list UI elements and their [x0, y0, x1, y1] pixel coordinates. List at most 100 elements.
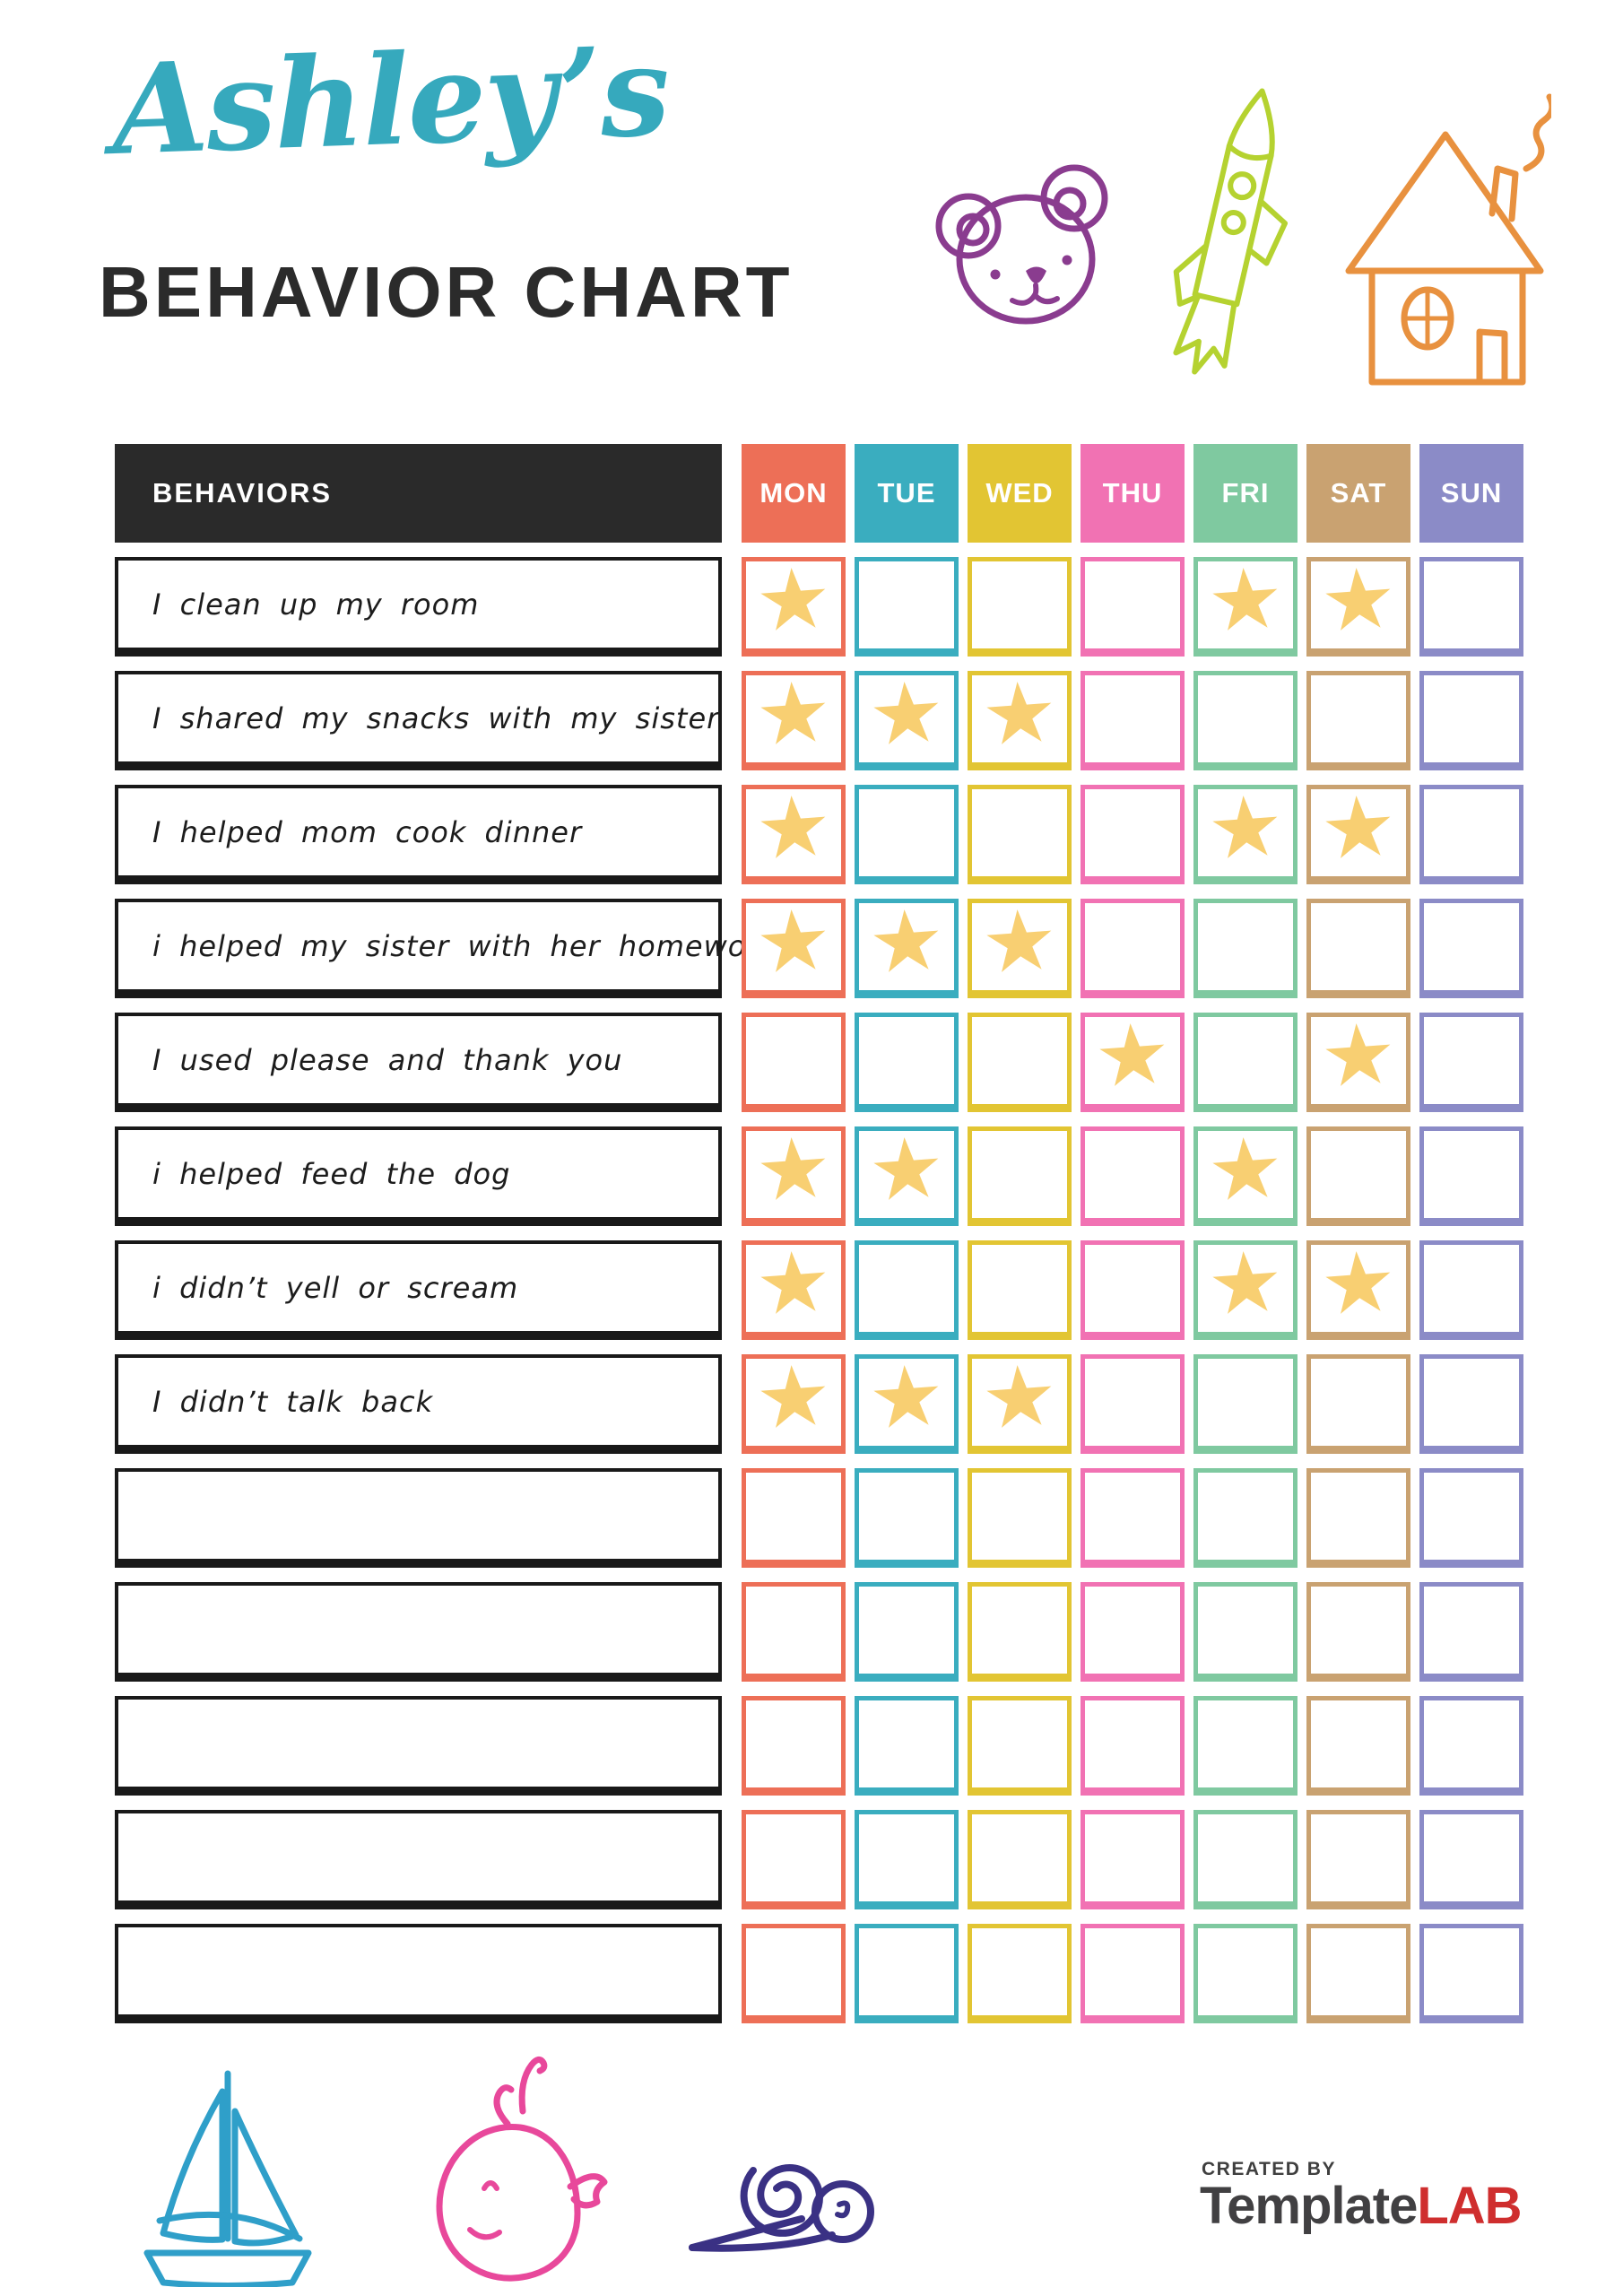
cell-sun-row-9[interactable] [1419, 1468, 1523, 1568]
cell-sun-row-8[interactable] [1419, 1354, 1523, 1454]
behavior-label-row-11[interactable] [115, 1696, 722, 1796]
cell-sun-row-5[interactable] [1419, 1013, 1523, 1112]
cell-tue-row-8[interactable]: ★ [855, 1346, 959, 1454]
cell-fri-row-4[interactable] [1193, 899, 1298, 998]
behavior-label-row-9[interactable] [115, 1468, 722, 1568]
cell-wed-row-4[interactable]: ★ [968, 891, 1072, 998]
cell-tue-row-6[interactable]: ★ [855, 1118, 959, 1226]
cell-thu-row-1[interactable] [1081, 557, 1185, 657]
templatelab-logo[interactable]: CREATED BY TemplateLAB [1200, 2160, 1523, 2232]
cell-mon-row-3[interactable]: ★ [742, 777, 846, 884]
cell-sun-row-7[interactable] [1419, 1240, 1523, 1340]
cell-tue-row-1[interactable] [855, 557, 959, 657]
cell-sat-row-7[interactable]: ★ [1306, 1232, 1410, 1340]
cell-tue-row-3[interactable] [855, 785, 959, 884]
behavior-label-row-12[interactable] [115, 1810, 722, 1909]
cell-fri-row-2[interactable] [1193, 671, 1298, 770]
cell-sat-row-8[interactable] [1306, 1354, 1410, 1454]
cell-mon-row-6[interactable]: ★ [742, 1118, 846, 1226]
cell-thu-row-6[interactable] [1081, 1126, 1185, 1226]
cell-thu-row-10[interactable] [1081, 1582, 1185, 1682]
cell-thu-row-5[interactable]: ★ [1081, 1004, 1185, 1112]
cell-fri-row-5[interactable] [1193, 1013, 1298, 1112]
cell-wed-row-2[interactable]: ★ [968, 663, 1072, 770]
cell-tue-row-11[interactable] [855, 1696, 959, 1796]
cell-fri-row-10[interactable] [1193, 1582, 1298, 1682]
cell-sun-row-13[interactable] [1419, 1924, 1523, 2023]
cell-thu-row-11[interactable] [1081, 1696, 1185, 1796]
cell-thu-row-9[interactable] [1081, 1468, 1185, 1568]
cell-sun-row-4[interactable] [1419, 899, 1523, 998]
cell-sat-row-5[interactable]: ★ [1306, 1004, 1410, 1112]
cell-fri-row-6[interactable]: ★ [1193, 1118, 1298, 1226]
cell-tue-row-10[interactable] [855, 1582, 959, 1682]
cell-fri-row-11[interactable] [1193, 1696, 1298, 1796]
cell-sat-row-11[interactable] [1306, 1696, 1410, 1796]
cell-wed-row-5[interactable] [968, 1013, 1072, 1112]
cell-mon-row-9[interactable] [742, 1468, 846, 1568]
cell-fri-row-3[interactable]: ★ [1193, 777, 1298, 884]
cell-mon-row-12[interactable] [742, 1810, 846, 1909]
cell-tue-row-2[interactable]: ★ [855, 663, 959, 770]
cell-thu-row-12[interactable] [1081, 1810, 1185, 1909]
cell-mon-row-2[interactable]: ★ [742, 663, 846, 770]
cell-wed-row-13[interactable] [968, 1924, 1072, 2023]
cell-wed-row-6[interactable] [968, 1126, 1072, 1226]
cell-wed-row-1[interactable] [968, 557, 1072, 657]
cell-fri-row-12[interactable] [1193, 1810, 1298, 1909]
cell-fri-row-8[interactable] [1193, 1354, 1298, 1454]
cell-fri-row-7[interactable]: ★ [1193, 1232, 1298, 1340]
day-header-sun: SUN [1419, 444, 1523, 543]
cell-tue-row-9[interactable] [855, 1468, 959, 1568]
cell-wed-row-8[interactable]: ★ [968, 1346, 1072, 1454]
cell-wed-row-3[interactable] [968, 785, 1072, 884]
cell-sun-row-11[interactable] [1419, 1696, 1523, 1796]
cell-sun-row-2[interactable] [1419, 671, 1523, 770]
cell-fri-row-9[interactable] [1193, 1468, 1298, 1568]
cell-thu-row-3[interactable] [1081, 785, 1185, 884]
cell-mon-row-7[interactable]: ★ [742, 1232, 846, 1340]
cell-sat-row-13[interactable] [1306, 1924, 1410, 2023]
cell-thu-row-2[interactable] [1081, 671, 1185, 770]
cell-tue-row-13[interactable] [855, 1924, 959, 2023]
cell-mon-row-5[interactable] [742, 1013, 846, 1112]
cell-thu-row-4[interactable] [1081, 899, 1185, 998]
cell-thu-row-8[interactable] [1081, 1354, 1185, 1454]
cell-wed-row-7[interactable] [968, 1240, 1072, 1340]
cell-sun-row-3[interactable] [1419, 785, 1523, 884]
cell-sun-row-6[interactable] [1419, 1126, 1523, 1226]
cell-sun-row-12[interactable] [1419, 1810, 1523, 1909]
behavior-label-row-13[interactable] [115, 1924, 722, 2023]
cell-sat-row-1[interactable]: ★ [1306, 549, 1410, 657]
cell-wed-row-9[interactable] [968, 1468, 1072, 1568]
cell-fri-row-13[interactable] [1193, 1924, 1298, 2023]
cell-thu-row-13[interactable] [1081, 1924, 1185, 2023]
cell-tue-row-7[interactable] [855, 1240, 959, 1340]
behavior-text: I helped mom cook dinner [152, 814, 583, 849]
cell-sat-row-12[interactable] [1306, 1810, 1410, 1909]
cell-mon-row-11[interactable] [742, 1696, 846, 1796]
cell-sat-row-10[interactable] [1306, 1582, 1410, 1682]
cell-thu-row-7[interactable] [1081, 1240, 1185, 1340]
cell-tue-row-12[interactable] [855, 1810, 959, 1909]
cell-fri-row-1[interactable]: ★ [1193, 549, 1298, 657]
cell-sat-row-9[interactable] [1306, 1468, 1410, 1568]
cell-mon-row-1[interactable]: ★ [742, 549, 846, 657]
cell-wed-row-10[interactable] [968, 1582, 1072, 1682]
cell-mon-row-10[interactable] [742, 1582, 846, 1682]
behavior-label-row-10[interactable] [115, 1582, 722, 1682]
cell-sat-row-3[interactable]: ★ [1306, 777, 1410, 884]
cell-mon-row-13[interactable] [742, 1924, 846, 2023]
cell-tue-row-5[interactable] [855, 1013, 959, 1112]
cell-wed-row-11[interactable] [968, 1696, 1072, 1796]
day-header-wed: WED [968, 444, 1072, 543]
cell-sun-row-1[interactable] [1419, 557, 1523, 657]
cell-mon-row-8[interactable]: ★ [742, 1346, 846, 1454]
cell-sat-row-4[interactable] [1306, 899, 1410, 998]
cell-wed-row-12[interactable] [968, 1810, 1072, 1909]
cell-tue-row-4[interactable]: ★ [855, 891, 959, 998]
cell-sat-row-2[interactable] [1306, 671, 1410, 770]
cell-mon-row-4[interactable]: ★ [742, 891, 846, 998]
cell-sun-row-10[interactable] [1419, 1582, 1523, 1682]
cell-sat-row-6[interactable] [1306, 1126, 1410, 1226]
